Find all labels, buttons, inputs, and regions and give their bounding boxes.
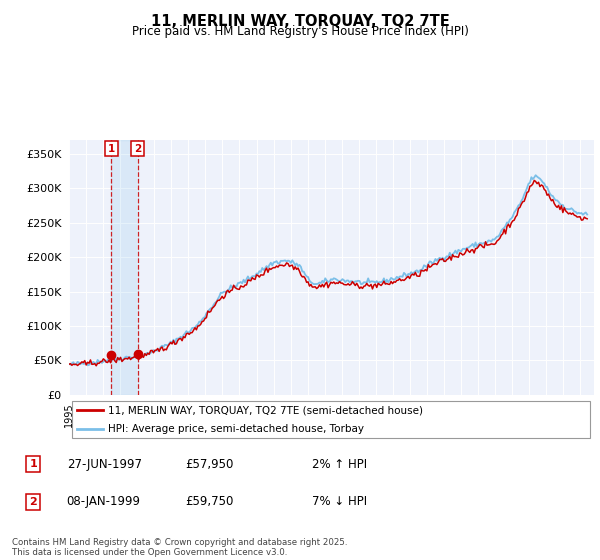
Text: 08-JAN-1999: 08-JAN-1999 [67,496,141,508]
Text: 27-JUN-1997: 27-JUN-1997 [67,458,142,470]
Text: 1: 1 [29,459,37,469]
Bar [111,140,137,395]
FancyBboxPatch shape [71,401,590,438]
Text: £59,750: £59,750 [185,496,233,508]
Text: 11, MERLIN WAY, TORQUAY, TQ2 7TE (semi-detached house): 11, MERLIN WAY, TORQUAY, TQ2 7TE (semi-d… [109,405,424,415]
Text: Contains HM Land Registry data © Crown copyright and database right 2025.
This d: Contains HM Land Registry data © Crown c… [12,538,347,557]
Text: 7% ↓ HPI: 7% ↓ HPI [311,496,367,508]
Text: 2% ↑ HPI: 2% ↑ HPI [311,458,367,470]
Text: £57,950: £57,950 [185,458,233,470]
Text: 1: 1 [107,144,115,154]
Text: HPI: Average price, semi-detached house, Torbay: HPI: Average price, semi-detached house,… [109,424,364,433]
Text: 11, MERLIN WAY, TORQUAY, TQ2 7TE: 11, MERLIN WAY, TORQUAY, TQ2 7TE [151,14,449,29]
Text: 2: 2 [134,144,141,154]
Text: Price paid vs. HM Land Registry's House Price Index (HPI): Price paid vs. HM Land Registry's House … [131,25,469,38]
Text: 2: 2 [29,497,37,507]
